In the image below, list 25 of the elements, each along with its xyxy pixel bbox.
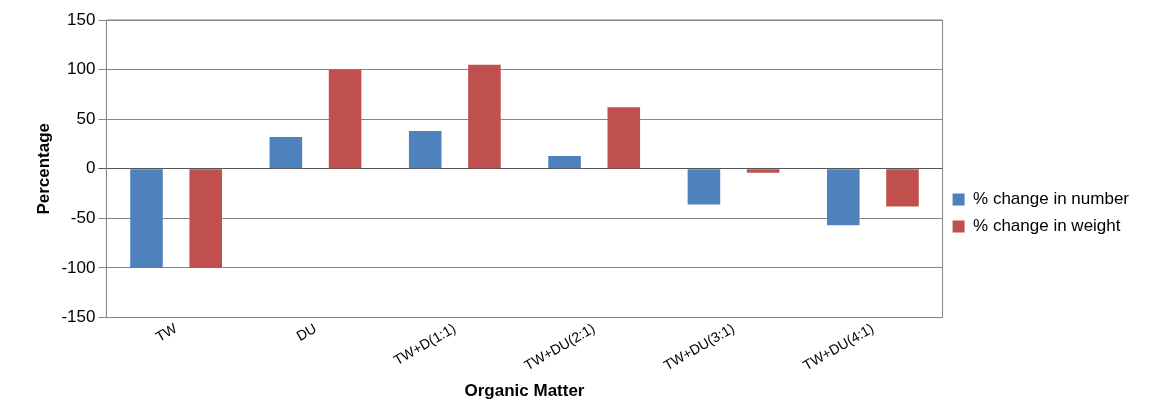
y-tick-label: -150 (61, 307, 96, 327)
bar (746, 169, 780, 173)
y-tick-label: 50 (76, 108, 96, 128)
legend-label: % change in weight (973, 216, 1121, 236)
y-tick-label: 0 (85, 158, 96, 178)
y-tick-label: 150 (67, 9, 96, 29)
x-axis-title: Organic Matter (464, 381, 585, 401)
y-axis-title: Percentage (33, 122, 53, 215)
bar (607, 107, 641, 169)
bar (826, 169, 860, 226)
bar (548, 155, 581, 169)
y-tick-label: -100 (61, 257, 96, 277)
bar (130, 169, 163, 268)
bar (189, 169, 223, 268)
bar (687, 169, 721, 205)
bar (408, 131, 442, 169)
y-tick-label: 100 (67, 59, 96, 79)
y-tick-label: -50 (70, 208, 96, 228)
bar (328, 69, 362, 169)
bar (468, 64, 501, 169)
x-tick-label: TW (152, 319, 181, 345)
bar (269, 137, 303, 169)
x-tick-label: DU (293, 319, 319, 344)
bar (886, 169, 919, 207)
legend-label: % change in number (973, 189, 1130, 209)
